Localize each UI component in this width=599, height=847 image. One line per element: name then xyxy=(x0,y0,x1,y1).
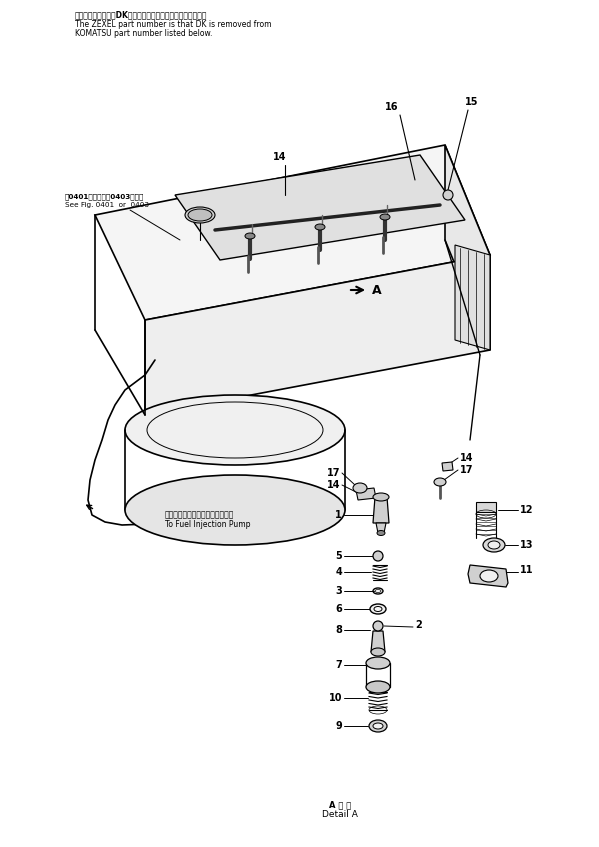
Text: 6: 6 xyxy=(335,604,342,614)
Text: 4: 4 xyxy=(335,567,342,577)
Ellipse shape xyxy=(373,723,383,729)
Text: 17: 17 xyxy=(460,465,473,475)
Text: 7: 7 xyxy=(335,660,342,670)
Ellipse shape xyxy=(366,681,390,693)
Ellipse shape xyxy=(374,606,382,612)
Polygon shape xyxy=(445,145,490,350)
Ellipse shape xyxy=(125,395,345,465)
Ellipse shape xyxy=(185,207,215,223)
Text: フェルインジェクションポンプへ: フェルインジェクションポンプへ xyxy=(165,510,234,519)
Polygon shape xyxy=(442,462,453,471)
Ellipse shape xyxy=(353,483,367,493)
Ellipse shape xyxy=(245,233,255,239)
Text: 10: 10 xyxy=(328,693,342,703)
Text: 図0401図または図0403図参照: 図0401図または図0403図参照 xyxy=(65,193,144,200)
Polygon shape xyxy=(356,488,376,500)
Text: 14: 14 xyxy=(460,453,473,463)
Text: 17: 17 xyxy=(326,468,340,478)
Text: 14: 14 xyxy=(326,480,340,490)
Ellipse shape xyxy=(125,475,345,545)
Polygon shape xyxy=(376,523,386,533)
Ellipse shape xyxy=(370,604,386,614)
Ellipse shape xyxy=(373,493,389,501)
Text: 1: 1 xyxy=(335,510,342,520)
Ellipse shape xyxy=(373,621,383,631)
Polygon shape xyxy=(175,155,465,260)
Text: 14: 14 xyxy=(273,152,287,162)
Text: 2: 2 xyxy=(415,620,422,630)
Text: 9: 9 xyxy=(335,721,342,731)
Text: The ZEXEL part number is that DK is removed from: The ZEXEL part number is that DK is remo… xyxy=(75,20,271,29)
Polygon shape xyxy=(476,502,496,512)
Text: Detail A: Detail A xyxy=(322,810,358,819)
Ellipse shape xyxy=(371,648,385,656)
Ellipse shape xyxy=(483,538,505,552)
Polygon shape xyxy=(455,245,490,350)
Text: 5: 5 xyxy=(335,551,342,561)
Ellipse shape xyxy=(443,190,453,200)
Text: A: A xyxy=(372,284,382,296)
Text: 12: 12 xyxy=(520,505,534,515)
Text: 8: 8 xyxy=(335,625,342,635)
Text: 13: 13 xyxy=(520,540,534,550)
Ellipse shape xyxy=(488,541,500,549)
Polygon shape xyxy=(145,255,490,415)
Ellipse shape xyxy=(373,551,383,561)
Polygon shape xyxy=(373,497,389,523)
Polygon shape xyxy=(371,631,385,652)
Text: 3: 3 xyxy=(335,586,342,596)
Text: To Fuel Injection Pump: To Fuel Injection Pump xyxy=(165,520,250,529)
Ellipse shape xyxy=(434,478,446,486)
Polygon shape xyxy=(468,565,508,587)
Text: 15: 15 xyxy=(465,97,479,107)
Text: 品番のメーカー記号DKを除いたものがゼクセルの品番です。: 品番のメーカー記号DKを除いたものがゼクセルの品番です。 xyxy=(75,10,207,19)
Text: See Fig. 0401  or  0403: See Fig. 0401 or 0403 xyxy=(65,202,149,208)
Ellipse shape xyxy=(480,570,498,582)
Text: KOMATSU part number listed below.: KOMATSU part number listed below. xyxy=(75,29,213,38)
Ellipse shape xyxy=(375,590,381,593)
Ellipse shape xyxy=(188,209,212,221)
Ellipse shape xyxy=(380,214,390,220)
Ellipse shape xyxy=(315,224,325,230)
Text: 16: 16 xyxy=(385,102,398,112)
Text: 11: 11 xyxy=(520,565,534,575)
Ellipse shape xyxy=(366,657,390,669)
Polygon shape xyxy=(95,145,490,320)
Ellipse shape xyxy=(369,720,387,732)
Ellipse shape xyxy=(377,530,385,535)
Text: A 詳 細: A 詳 細 xyxy=(329,800,351,809)
